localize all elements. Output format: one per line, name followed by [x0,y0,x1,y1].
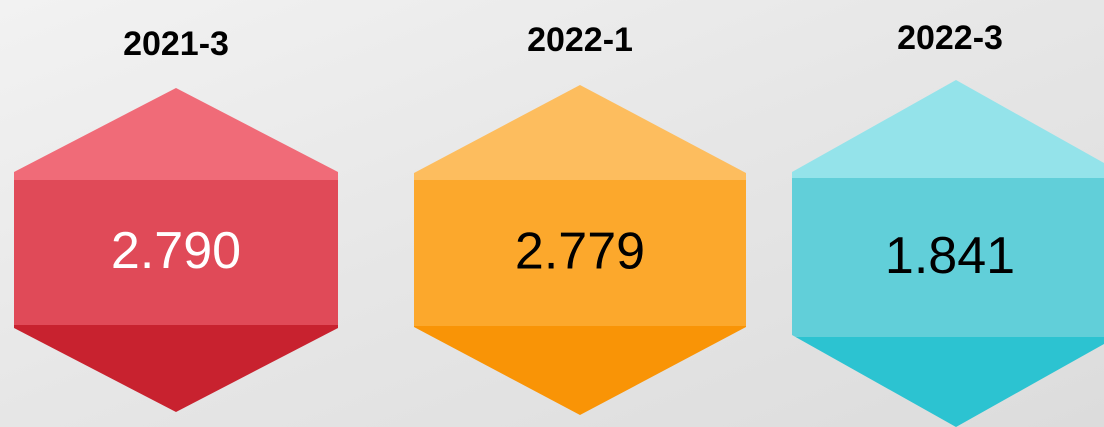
hexagon-middle [792,178,1104,337]
item-value: 2.779 [515,223,645,281]
item-label: 2022-3 [897,19,1003,57]
item-label: 2022-1 [527,21,633,59]
hexagon-middle [414,180,746,326]
item-value: 1.841 [885,227,1015,285]
hexagon-middle [14,180,338,325]
item-value: 2.790 [111,222,241,280]
item-label: 2021-3 [123,25,229,63]
